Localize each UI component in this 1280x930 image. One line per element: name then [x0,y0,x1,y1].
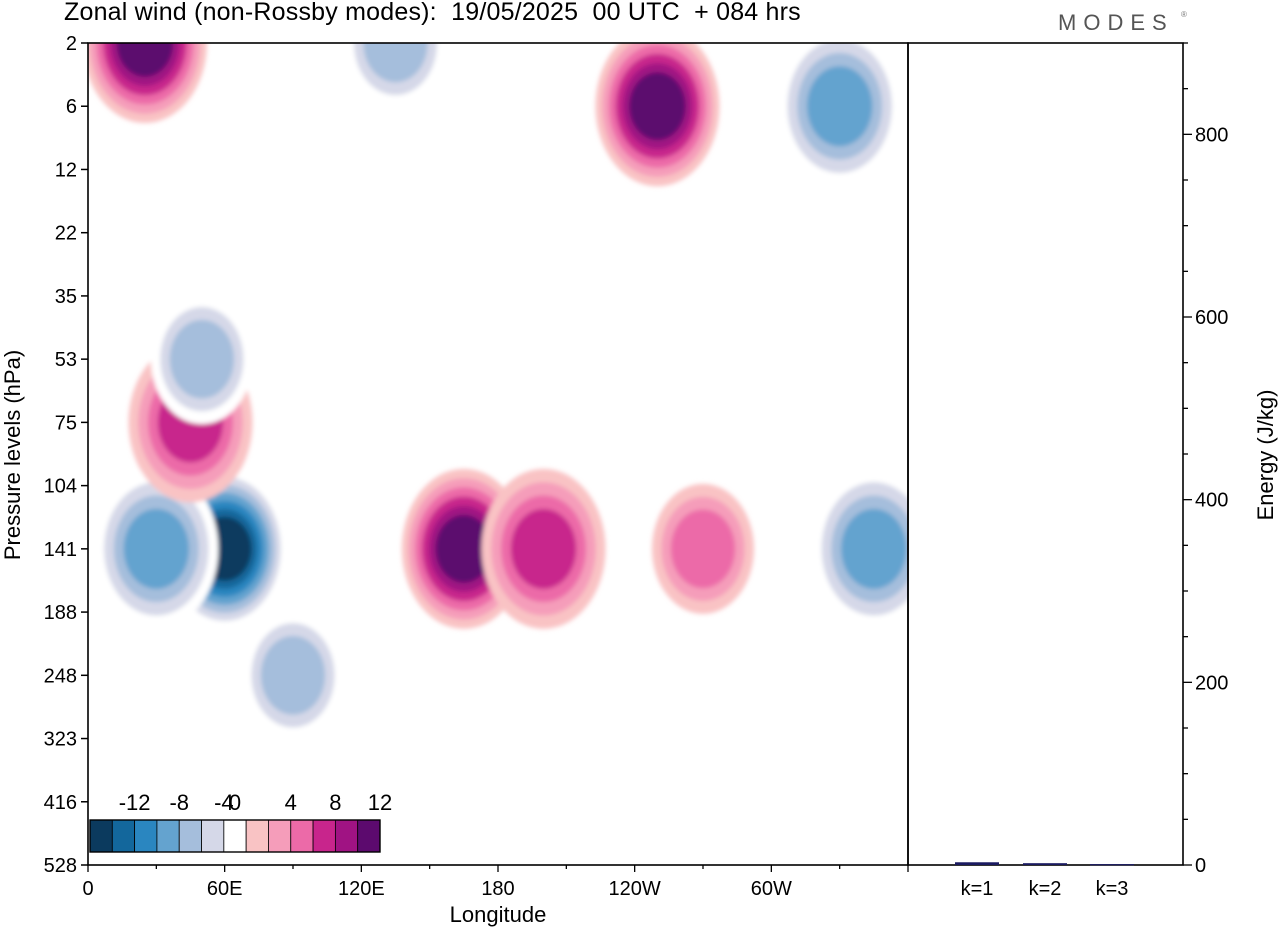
colorbar-label: 12 [368,790,392,815]
pressure-tick-label: 35 [55,286,77,308]
energy-panel-frame [907,42,1184,866]
pressure-tick-label: 75 [55,412,77,434]
energy-axis: 0 200 400 600 800 [1183,42,1228,877]
energy-tick-label: 400 [1195,490,1228,512]
wind-anomaly-contour [841,508,907,589]
wavenumber-label: k=3 [1096,878,1129,900]
colorbar-swatch [134,819,158,853]
wind-anomaly-contour [116,43,174,77]
colorbar-swatch [290,819,314,853]
longitude-axis: 0 60E 120E 180 120W 60W [82,865,909,900]
pressure-tick-label: 2 [66,33,77,55]
pressure-tick-label: 188 [44,602,77,624]
pressure-tick-label: 104 [44,476,77,498]
energy-tick-label: 800 [1195,124,1228,146]
energy-bar [1023,863,1067,865]
wind-anomaly-contour [670,509,736,589]
wind-anomaly-contour [363,43,428,83]
brand-registered-mark: ® [1181,10,1187,19]
energy-bars: k=1 k=2 k=3 [955,862,1134,900]
x-axis-title: Longitude [450,902,547,927]
heatmap-field [88,43,908,741]
wind-anomaly-contour [435,515,492,583]
pressure-tick-label: 12 [55,159,77,181]
energy-bar [955,862,999,865]
y-axis-title: Pressure levels (hPa) [0,350,25,560]
wavenumber-label: k=1 [961,878,994,900]
colorbar-swatch [201,819,225,853]
energy-axis-title: Energy (J/kg) [1253,390,1278,521]
colorbar-swatch [245,819,269,853]
brand-logo: MODES [1058,10,1174,35]
wind-anomaly-contour [260,636,326,715]
colorbar-label: 8 [329,790,341,815]
colorbar-frame [89,819,381,853]
pressure-tick-label: 53 [55,349,77,371]
wavenumber-label: k=2 [1029,878,1062,900]
energy-tick-label: 200 [1195,672,1228,694]
longitude-tick-label: 120E [338,878,385,900]
pressure-axis: 2 6 12 22 35 53 75 104 141 188 248 323 416 528 [44,33,88,877]
colorbar-label: -12 [119,790,151,815]
colorbar-swatch [312,819,336,853]
colorbar-swatch [223,819,247,853]
longitude-tick-label: 0 [82,878,93,900]
longitude-tick-label: 180 [481,878,514,900]
chart-title: Zonal wind (non-Rossby modes): 19/05/202… [64,0,801,26]
colorbar-label: 0 [229,790,241,815]
colorbar-label: -8 [169,790,189,815]
colorbar-swatch [357,819,381,853]
pressure-tick-label: 528 [44,855,77,877]
energy-tick-label: 600 [1195,307,1228,329]
energy-bar [1090,864,1134,866]
longitude-tick-label: 60E [207,878,243,900]
wind-anomaly-contour [510,508,577,589]
pressure-tick-label: 323 [44,729,77,751]
longitude-tick-label: 60W [751,878,792,900]
colorbar-swatch [156,819,180,853]
pressure-tick-label: 248 [44,665,77,687]
colorbar-legend: -12 -8 -40 4 8 12 [89,790,392,853]
wind-anomaly-contour [807,66,873,147]
pressure-tick-label: 22 [55,223,77,245]
pressure-tick-label: 6 [66,96,77,118]
pressure-tick-label: 141 [44,539,77,561]
pressure-tick-label: 416 [44,792,77,814]
energy-tick-label: 0 [1195,855,1206,877]
wind-anomaly-contour [123,508,189,589]
longitude-tick-label: 120W [609,878,661,900]
wind-anomaly-contour [169,319,235,399]
colorbar-swatch [268,819,292,853]
colorbar-swatch [178,819,202,853]
wind-anomaly-contour [629,72,686,141]
colorbar-label: -4 [214,790,234,815]
colorbar-swatch [334,819,359,853]
colorbar-swatch [111,819,136,853]
colorbar-swatch [89,819,113,853]
colorbar-label: 4 [285,790,297,815]
